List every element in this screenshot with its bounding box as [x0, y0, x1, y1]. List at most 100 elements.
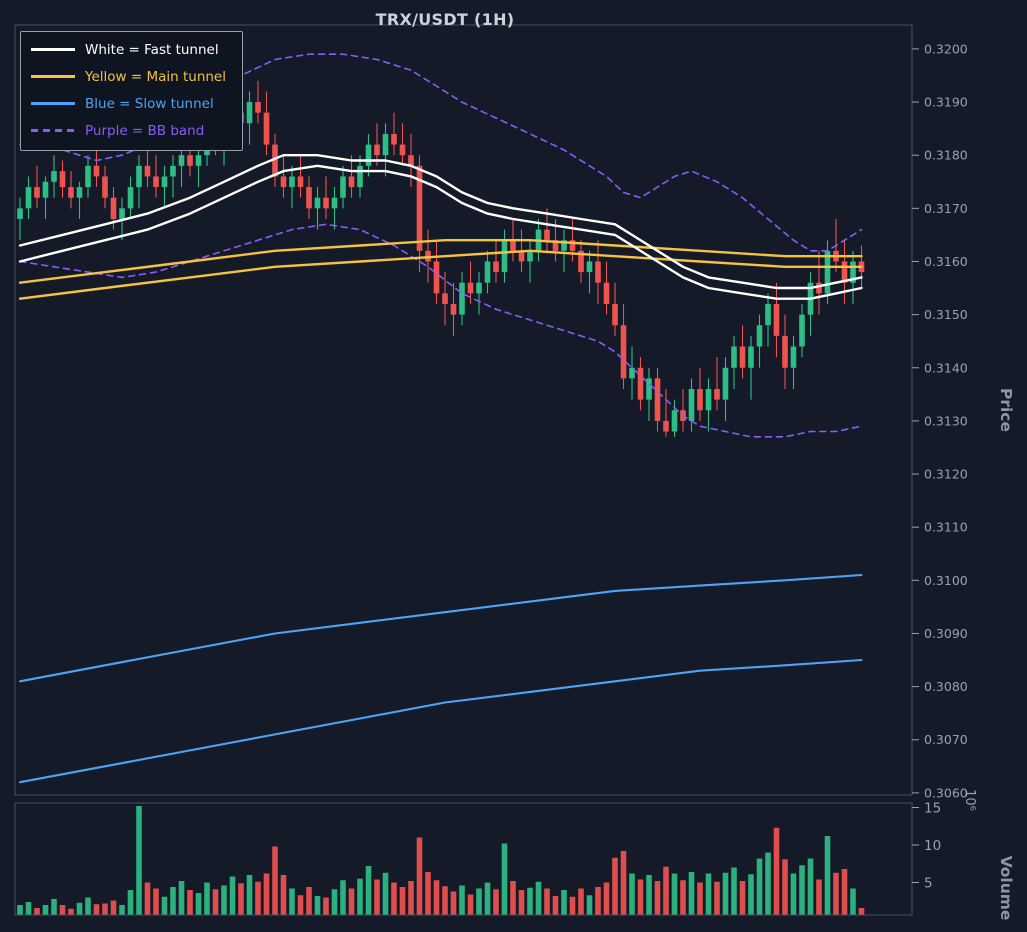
slow-tunnel-lower-line — [18, 658, 863, 784]
volume-bar — [858, 908, 865, 915]
volume-bar — [663, 866, 669, 915]
volume-bar — [93, 904, 100, 915]
candle-body — [170, 165, 176, 177]
legend: White = Fast tunnel Yellow = Main tunnel… — [20, 31, 243, 151]
volume-bar — [765, 852, 771, 915]
candle-body — [705, 389, 712, 411]
volume-bar — [323, 897, 329, 915]
candle-body — [612, 303, 618, 326]
candle-body — [518, 250, 525, 262]
volume-bar — [807, 858, 814, 915]
volume-bar — [654, 881, 661, 915]
candle-body — [85, 165, 91, 188]
legend-label-bb-band: Purple = BB band — [85, 122, 205, 139]
candle-body — [756, 325, 763, 347]
volume-bar — [561, 890, 567, 915]
volume-bar — [25, 902, 32, 915]
candle-body — [773, 303, 780, 336]
candle-body — [663, 420, 669, 432]
candle-body — [501, 240, 508, 273]
candle-body — [102, 176, 108, 198]
candle-body — [408, 155, 414, 166]
candle-body — [722, 367, 729, 400]
candle-body — [484, 261, 491, 283]
candle-body — [17, 208, 23, 219]
candle-body — [510, 240, 516, 251]
candle-body — [246, 102, 253, 124]
volume-bar — [476, 888, 482, 915]
candle-body — [654, 378, 661, 421]
volume-bar — [204, 882, 210, 915]
candle-body — [476, 282, 482, 294]
volume-bar — [484, 882, 491, 915]
volume-bar — [697, 882, 703, 915]
candle-body — [110, 197, 117, 219]
volume-bar — [510, 881, 516, 915]
volume-bar — [229, 876, 236, 915]
volume-bar — [136, 806, 142, 915]
candle-body — [493, 261, 499, 273]
candle-body — [297, 176, 304, 188]
volume-bar — [102, 903, 108, 915]
volume-bar — [739, 881, 746, 915]
volume-bar — [34, 908, 40, 915]
volume-bar — [833, 872, 839, 915]
main-tunnel-lower-line — [18, 249, 863, 300]
candle-body — [178, 155, 185, 166]
candle-body — [816, 282, 822, 294]
volume-bar — [586, 895, 593, 915]
candle-body — [382, 133, 389, 156]
volume-bar — [493, 889, 499, 915]
candle-body — [714, 389, 720, 400]
candle-body — [603, 282, 610, 304]
main-tunnel-line-sample — [31, 75, 75, 78]
volume-bar — [408, 881, 414, 915]
candle-body — [263, 112, 270, 145]
volume-bar — [552, 896, 559, 915]
bb-band-line-sample — [31, 129, 75, 132]
candle-body — [399, 144, 406, 156]
volume-bar — [272, 846, 278, 915]
volume-bar — [85, 897, 91, 915]
volume-bar — [246, 875, 253, 915]
volume-bar — [212, 889, 219, 915]
volume-bar — [153, 888, 159, 915]
volume-bar — [289, 888, 295, 915]
candle-body — [731, 346, 737, 368]
volume-tick-label: 10 — [924, 838, 941, 854]
price-tick-label: 0.3150 — [924, 307, 968, 322]
volume-bar — [756, 858, 763, 915]
price-tick-label: 0.3130 — [924, 413, 968, 428]
candle-body — [459, 282, 465, 315]
candle-body — [68, 187, 74, 198]
volume-bar — [170, 887, 176, 915]
price-tick-label: 0.3110 — [924, 520, 968, 535]
candle-body — [42, 181, 49, 198]
slow-tunnel-line-sample — [31, 102, 75, 105]
price-panel-border — [14, 24, 913, 796]
volume-tick-label: 15 — [924, 801, 941, 817]
volume-bar — [731, 867, 737, 915]
volume-bar — [263, 873, 270, 915]
volume-bar — [399, 887, 406, 915]
candle-body — [688, 389, 695, 421]
fast-tunnel-lower-line — [18, 164, 863, 300]
volume-bar — [331, 889, 338, 915]
price-tick-label: 0.3200 — [924, 41, 968, 56]
volume-scale-offset-label: 10⁶ — [962, 789, 977, 811]
volume-bar — [841, 869, 848, 915]
legend-item-bb-band: Purple = BB band — [31, 120, 226, 141]
candle-body — [76, 187, 83, 198]
candle-body — [637, 367, 644, 400]
volume-bar — [527, 887, 533, 915]
price-tick-label: 0.3190 — [924, 95, 968, 110]
candle-body — [765, 303, 771, 326]
candle-body — [93, 165, 100, 177]
volume-bar — [535, 881, 542, 915]
volume-axis-label: Volume — [997, 856, 1015, 921]
volume-bar — [790, 873, 797, 915]
volume-bar — [221, 885, 227, 915]
legend-label-main-tunnel: Yellow = Main tunnel — [85, 68, 226, 85]
candle-body — [357, 165, 363, 188]
